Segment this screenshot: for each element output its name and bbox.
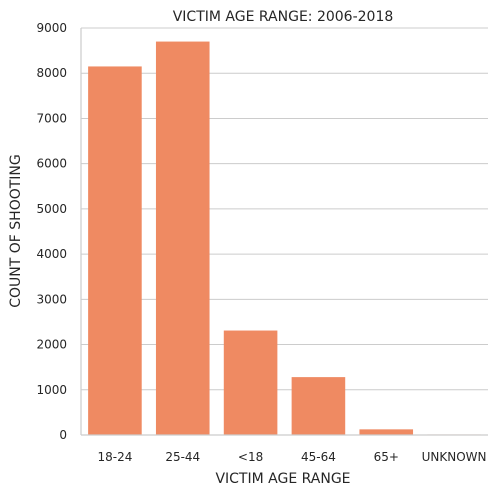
x-tick-label: <18 — [238, 450, 263, 464]
y-tick-label: 3000 — [36, 292, 67, 306]
x-axis-label: VICTIM AGE RANGE — [215, 471, 350, 487]
y-tick-label: 2000 — [36, 338, 67, 352]
y-tick-label: 6000 — [36, 157, 67, 171]
y-tick-label: 5000 — [36, 202, 67, 216]
bar-0 — [88, 66, 142, 435]
y-tick-label: 0 — [59, 428, 67, 442]
bar-4 — [359, 429, 414, 435]
y-tick-label: 8000 — [36, 66, 67, 80]
grid-lines — [81, 27, 488, 436]
bar-2 — [223, 330, 278, 435]
x-tick-label: 25-44 — [165, 450, 200, 464]
y-tick-label: 9000 — [36, 21, 67, 35]
y-tick-label: 4000 — [36, 247, 67, 261]
bar-3 — [291, 377, 346, 435]
chart-title: VICTIM AGE RANGE: 2006-2018 — [173, 9, 394, 25]
x-tick-label: UNKNOWN — [422, 450, 487, 464]
y-tick-label: 1000 — [36, 383, 67, 397]
x-tick-label: 65+ — [374, 450, 399, 464]
y-tick-label: 7000 — [36, 111, 67, 125]
y-tick-labels: 0 1000 2000 3000 4000 5000 6000 7000 8000 9000 — [36, 21, 67, 442]
x-tick-label: 45-64 — [301, 450, 336, 464]
x-tick-labels: 18-24 25-44 <18 45-64 65+ UNKNOWN — [97, 450, 486, 464]
bar-1 — [155, 41, 210, 436]
y-axis-label: COUNT OF SHOOTING — [8, 154, 24, 308]
x-tick-label: 18-24 — [97, 450, 132, 464]
bars — [88, 41, 481, 436]
